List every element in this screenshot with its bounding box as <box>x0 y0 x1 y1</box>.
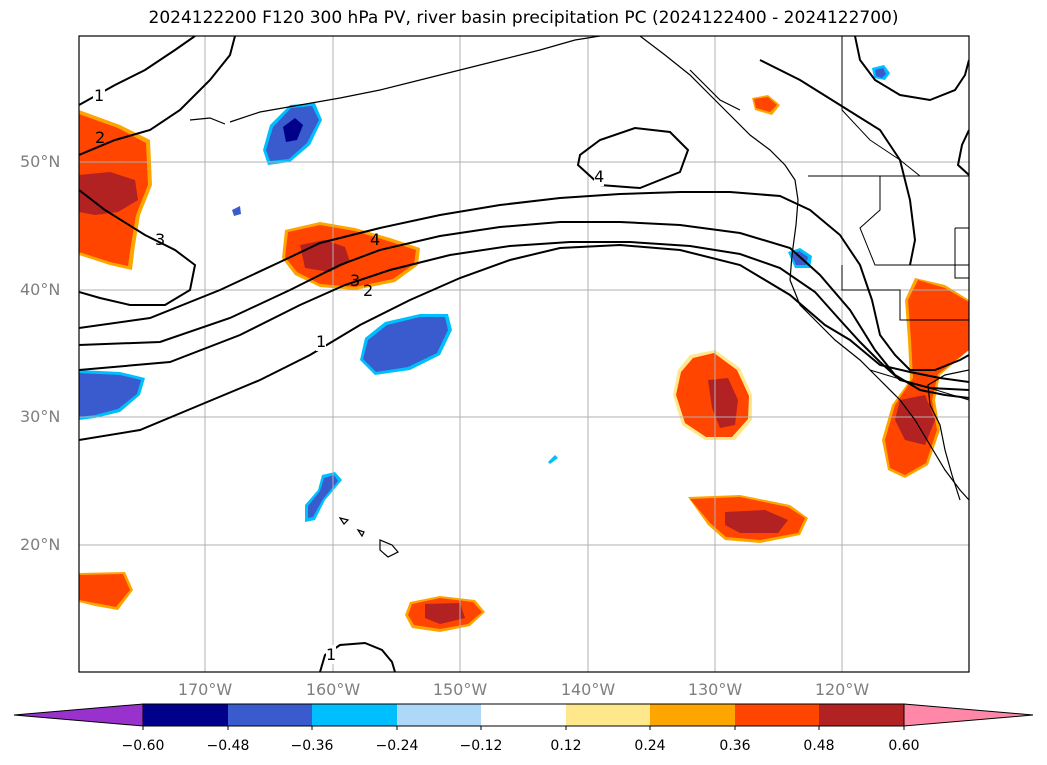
contour-label: 2 <box>95 128 106 147</box>
colorbar-segment-9 <box>819 704 904 726</box>
contour-label: 2 <box>363 281 374 300</box>
colorbar-label: 0.24 <box>634 738 666 754</box>
colorbar-label: −0.36 <box>290 738 334 754</box>
precipitation-shading <box>79 65 969 632</box>
lat-label-30n: 30°N <box>20 407 61 426</box>
pv-contour-ne-loop <box>854 36 969 102</box>
pv-contour-2-jet <box>79 241 969 391</box>
lon-label-150w: 150°W <box>432 680 488 699</box>
contour-label: 4 <box>370 230 381 249</box>
lat-label-40n: 40°N <box>20 280 61 299</box>
lon-label-130w: 130°W <box>687 680 743 699</box>
colorbar-segment-5 <box>481 704 566 726</box>
lon-label-160w: 160°W <box>305 680 361 699</box>
colorbar-label: 0.12 <box>550 738 582 754</box>
pv-contour-3-jet <box>79 221 969 399</box>
colorbar-label: 0.48 <box>803 738 835 754</box>
gridlines <box>79 36 969 672</box>
pv-contour-1-northeast <box>759 59 917 266</box>
strong-positive-150w <box>425 603 465 624</box>
map-frame <box>78 35 970 673</box>
pv-contour-1-south <box>319 641 396 672</box>
colorbar <box>13 703 1034 730</box>
colorbar-extend-low <box>13 703 144 727</box>
colorbar-label: 0.60 <box>888 738 920 754</box>
colorbar-extend-high <box>903 703 1034 727</box>
strong-positive-west <box>79 172 138 215</box>
colorbar-segment-6 <box>566 704 650 726</box>
colorbar-segment-4 <box>397 704 481 726</box>
lat-label-50n: 50°N <box>20 152 61 171</box>
colorbar-label: 0.36 <box>719 738 751 754</box>
pv-contour-4-loop <box>576 126 690 190</box>
colorbar-segment-3 <box>312 704 397 726</box>
colorbar-segment-7 <box>650 704 735 726</box>
pv-contour-1-jet <box>79 243 969 441</box>
colorbar-label: −0.24 <box>375 738 419 754</box>
negative-speck-1 <box>232 206 241 216</box>
contour-label: 3 <box>155 230 166 249</box>
colorbar-segment-1 <box>143 704 228 726</box>
contour-label: 1 <box>316 332 327 351</box>
coastlines <box>189 36 969 558</box>
pv-contour-2-west <box>79 36 236 156</box>
contour-label: 1 <box>326 645 337 664</box>
lon-label-170w: 170°W <box>177 680 233 699</box>
colorbar-label: −0.48 <box>206 738 250 754</box>
negative-speck-2 <box>548 455 558 464</box>
lon-label-140w: 140°W <box>560 680 616 699</box>
pv-contour-4-jet <box>79 191 969 371</box>
contour-label: 4 <box>594 167 605 186</box>
strong-negative-alaska <box>283 118 303 142</box>
map-title: 2024122200 F120 300 hPa PV, river basin … <box>148 8 899 28</box>
pv-contour-ne-right <box>956 129 969 176</box>
pv-contour-3-loop <box>79 189 197 306</box>
colorbar-segment-8 <box>735 704 819 726</box>
colorbar-segment-2 <box>228 704 312 726</box>
pv-contours <box>79 36 969 672</box>
colorbar-label: −0.12 <box>459 738 503 754</box>
contour-label: 1 <box>93 86 106 105</box>
lat-label-20n: 20°N <box>20 535 61 554</box>
lon-label-120w: 120°W <box>814 680 870 699</box>
colorbar-label: −0.60 <box>121 738 165 754</box>
contour-label: 3 <box>350 271 361 290</box>
strong-positive-central <box>300 240 350 272</box>
strong-positive-south <box>725 510 788 533</box>
